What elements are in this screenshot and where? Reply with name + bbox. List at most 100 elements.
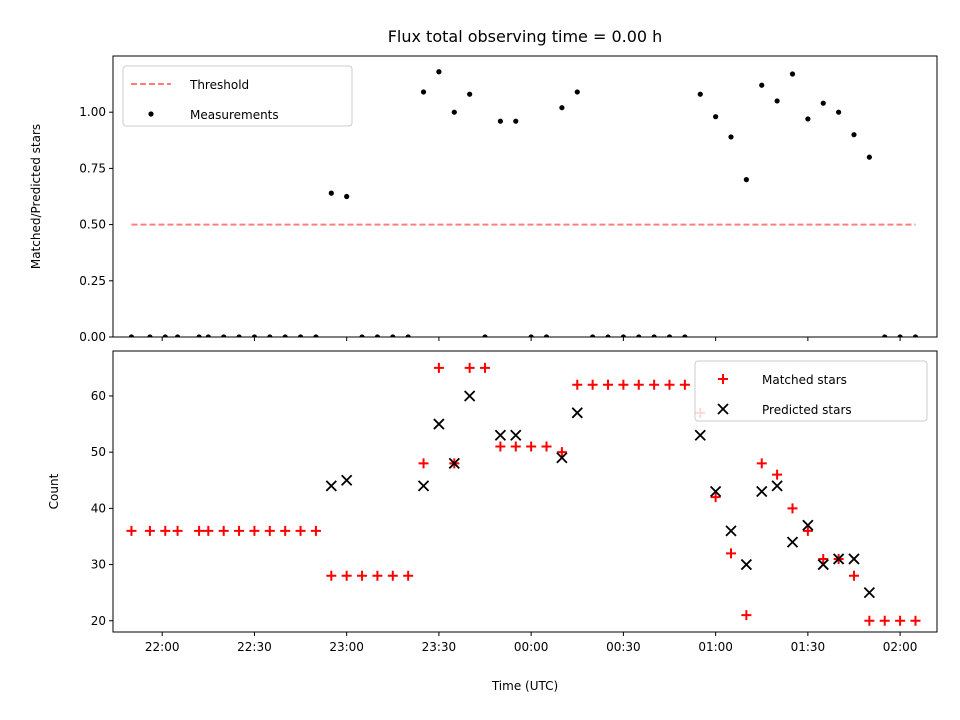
measurement-point [851,132,857,138]
measurement-point [620,334,626,337]
predicted-point [448,457,460,470]
measurement-point [221,334,227,337]
measurement-point [836,109,842,115]
x-tick-label: 02:00 [883,640,918,654]
measurement-point [528,334,534,337]
matched-point [295,525,306,536]
measurement-point [374,334,381,337]
measurement-point [236,334,242,337]
matched-point [144,525,155,536]
matched-point [726,548,736,559]
matched-point [218,525,229,536]
legend-box [122,65,353,127]
y-tick-label: 50 [91,445,106,459]
matched-point [387,570,398,581]
measurement-point [513,118,519,124]
measurement-point [451,109,457,115]
matched-point [603,379,614,390]
matched-point [403,570,414,581]
matched-point [556,447,567,458]
matched-point [572,379,583,390]
y-tick-label: 0.50 [79,218,106,232]
legend: Matched stars Predicted stars [694,360,928,422]
matched-point [526,441,537,452]
measurement-point [390,334,396,337]
panel-ratio: 0.00 0.25 0.50 0.75 1.00 Matched/Predicted st… [29,27,938,344]
y-tick-label: 40 [91,501,106,515]
legend-matched-swatch [718,374,728,384]
matched-point [310,525,321,536]
x-tick-label: 01:00 [698,640,733,654]
measurement-point [912,334,919,337]
matched-point [495,441,506,452]
x-tick-label: 22:30 [237,640,272,654]
predicted-point [325,480,337,492]
x-tick-label: 22:00 [145,640,180,654]
predicted-point [709,485,722,498]
matched-point [587,379,598,390]
matched-point [172,525,183,536]
measurement-point [728,134,734,140]
predicted-point [494,429,507,441]
measurement-point [805,116,811,122]
measurement-point [666,334,673,337]
measurement-point [759,82,765,88]
predicted-point [725,525,737,537]
predicted-point [510,429,522,441]
matched-point [510,441,521,452]
measurement-point [174,334,181,337]
matched-point [341,570,352,581]
matched-point [541,441,552,452]
series-predicted-stars [325,390,875,599]
series-measurements [128,69,919,337]
measurement-point [897,334,903,337]
legend-label: Matched stars [762,373,847,387]
measurement-point [162,334,168,337]
matched-point [480,362,491,373]
matched-point [910,615,921,626]
matched-point [848,570,859,581]
y-tick-label: 0.25 [79,274,106,288]
measurement-point [282,334,288,337]
y-tick-label: 1.00 [79,105,106,119]
chart-title: Flux total observing time = 0.00 h [388,27,663,46]
predicted-point [756,485,768,498]
y-tick-label: 20 [91,614,106,628]
measurement-point [543,334,550,337]
measurement-point [636,334,642,337]
y-tick-label: 0.00 [79,330,106,344]
measurement-point [713,114,719,120]
measurement-point [267,334,273,337]
measurement-point [574,89,580,95]
x-axis-label: Time (UTC) [491,679,558,693]
predicted-point [464,390,476,402]
matched-point [741,610,752,621]
x-tick-label: 01:30 [791,640,826,654]
measurement-point [196,334,202,337]
legend-measurement-swatch [148,111,154,117]
matched-point [864,615,875,626]
legend-box [694,360,928,422]
matched-point [194,525,205,536]
legend: Threshold Measurements [122,65,353,127]
x-tick-label: 00:00 [514,640,549,654]
y-axis-label: Count [47,473,61,509]
measurement-point [497,118,504,124]
predicted-point [771,480,783,492]
measurement-point [559,105,565,111]
series-matched-stars [126,362,921,626]
matched-point [649,379,660,390]
measurement-point [467,91,473,97]
predicted-point [863,587,875,599]
measurement-point [420,89,427,95]
matched-point [418,458,429,469]
predicted-point [848,553,860,565]
x-tick-label: 23:00 [329,640,364,654]
matched-point [772,469,783,480]
matched-point [234,525,245,536]
predicted-point [571,407,583,419]
measurement-point [251,334,258,337]
measurement-point [789,71,796,77]
measurement-point [482,334,488,337]
predicted-point [433,418,445,430]
